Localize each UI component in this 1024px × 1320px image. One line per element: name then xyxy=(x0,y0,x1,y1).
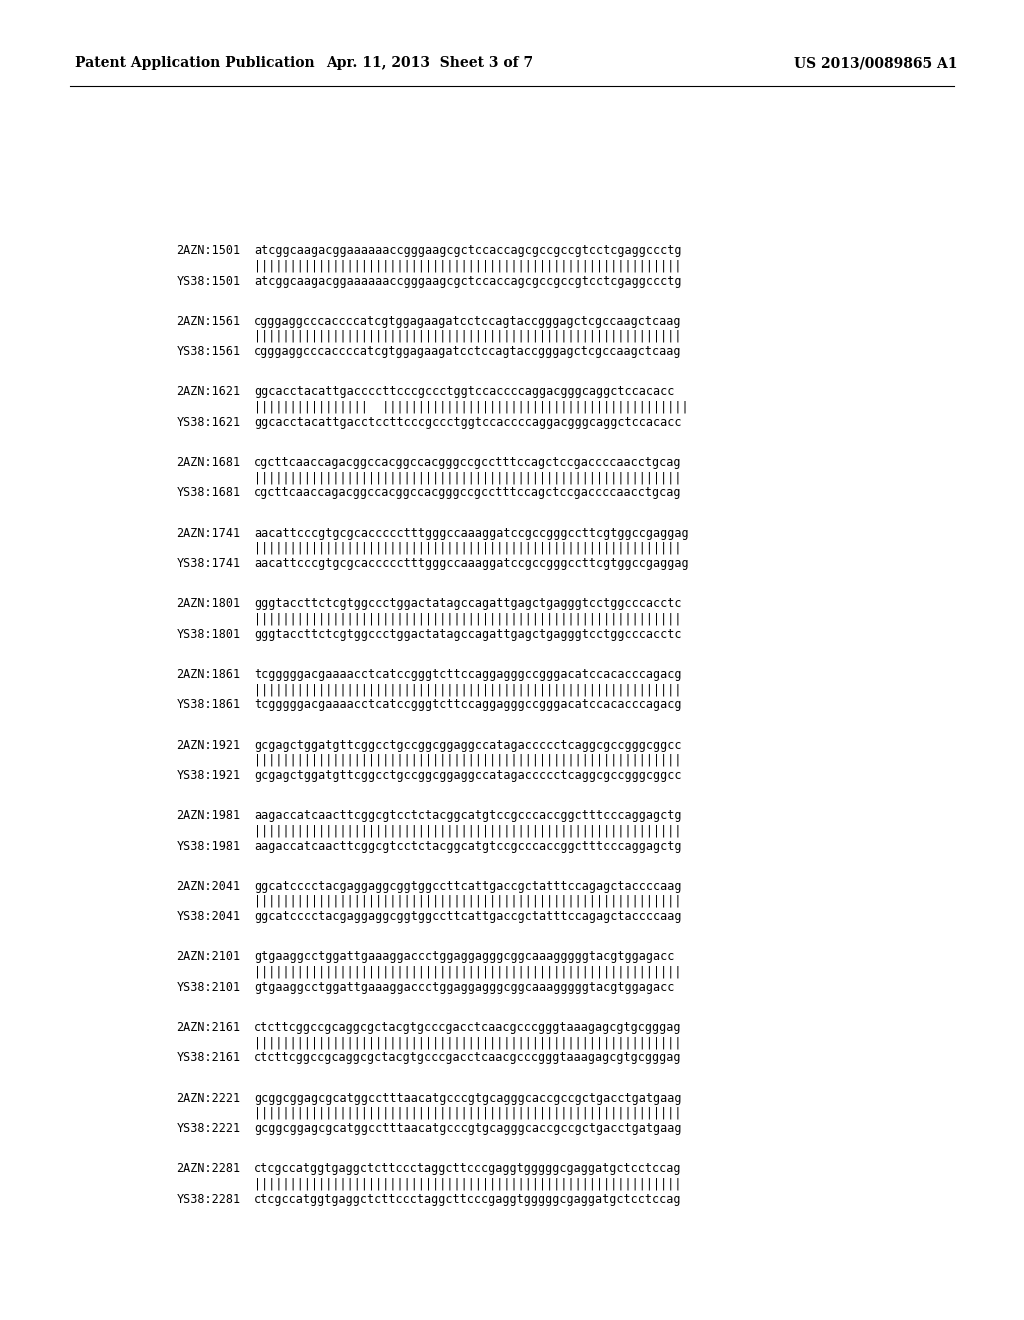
Text: ||||||||||||||||||||||||||||||||||||||||||||||||||||||||||||: ||||||||||||||||||||||||||||||||||||||||… xyxy=(254,1036,681,1049)
Text: 2AZN:1681: 2AZN:1681 xyxy=(176,455,241,469)
Text: YS38:1921: YS38:1921 xyxy=(176,768,241,781)
Text: ggcacctacattgaccccttcccgccctggtccaccccaggacgggcaggctccacacc: ggcacctacattgaccccttcccgccctggtccaccccag… xyxy=(254,385,675,399)
Text: gcgagctggatgttcggcctgccggcggaggccatagaccccctcaggcgccgggcggcc: gcgagctggatgttcggcctgccggcggaggccatagacc… xyxy=(254,768,681,781)
Text: 2AZN:1501: 2AZN:1501 xyxy=(176,244,241,257)
Text: atcggcaagacggaaaaaaccgggaagcgctccaccagcgccgccgtcctcgaggccctg: atcggcaagacggaaaaaaccgggaagcgctccaccagcg… xyxy=(254,244,681,257)
Text: 2AZN:1561: 2AZN:1561 xyxy=(176,314,241,327)
Text: 2AZN:2041: 2AZN:2041 xyxy=(176,879,241,892)
Text: 2AZN:2161: 2AZN:2161 xyxy=(176,1022,241,1034)
Text: 2AZN:1861: 2AZN:1861 xyxy=(176,668,241,681)
Text: YS38:1981: YS38:1981 xyxy=(176,840,241,853)
Text: Patent Application Publication: Patent Application Publication xyxy=(75,57,314,70)
Text: YS38:1561: YS38:1561 xyxy=(176,346,241,358)
Text: aagaccatcaacttcggcgtcctctacggcatgtccgcccaccggctttcccaggagctg: aagaccatcaacttcggcgtcctctacggcatgtccgccc… xyxy=(254,840,681,853)
Text: YS38:1741: YS38:1741 xyxy=(176,557,241,570)
Text: US 2013/0089865 A1: US 2013/0089865 A1 xyxy=(794,57,957,70)
Text: ||||||||||||||||||||||||||||||||||||||||||||||||||||||||||||: ||||||||||||||||||||||||||||||||||||||||… xyxy=(254,260,681,272)
Text: YS38:1861: YS38:1861 xyxy=(176,698,241,711)
Text: tcgggggacgaaaacctcatccgggtcttccaggagggccgggacatccacacccagacg: tcgggggacgaaaacctcatccgggtcttccaggagggcc… xyxy=(254,698,681,711)
Text: ctcgccatggtgaggctcttccctaggcttcccgaggtgggggcgaggatgctcctccag: ctcgccatggtgaggctcttccctaggcttcccgaggtgg… xyxy=(254,1162,681,1175)
Text: ||||||||||||||||||||||||||||||||||||||||||||||||||||||||||||: ||||||||||||||||||||||||||||||||||||||||… xyxy=(254,824,681,837)
Text: aacattcccgtgcgcaccccctttgggccaaaggatccgccgggccttcgtggccgaggag: aacattcccgtgcgcaccccctttgggccaaaggatccgc… xyxy=(254,557,688,570)
Text: ||||||||||||||||||||||||||||||||||||||||||||||||||||||||||||: ||||||||||||||||||||||||||||||||||||||||… xyxy=(254,541,681,554)
Text: ||||||||||||||||||||||||||||||||||||||||||||||||||||||||||||: ||||||||||||||||||||||||||||||||||||||||… xyxy=(254,471,681,484)
Text: YS38:1801: YS38:1801 xyxy=(176,627,241,640)
Text: Apr. 11, 2013  Sheet 3 of 7: Apr. 11, 2013 Sheet 3 of 7 xyxy=(327,57,534,70)
Text: gcggcggagcgcatggcctttaacatgcccgtgcagggcaccgccgctgacctgatgaag: gcggcggagcgcatggcctttaacatgcccgtgcagggca… xyxy=(254,1092,681,1105)
Text: gcgagctggatgttcggcctgccggcggaggccatagaccccctcaggcgccgggcggcc: gcgagctggatgttcggcctgccggcggaggccatagacc… xyxy=(254,739,681,751)
Text: 2AZN:2101: 2AZN:2101 xyxy=(176,950,241,964)
Text: ggcacctacattgacctccttcccgccctggtccaccccaggacgggcaggctccacacc: ggcacctacattgacctccttcccgccctggtccacccca… xyxy=(254,416,681,429)
Text: 2AZN:1741: 2AZN:1741 xyxy=(176,527,241,540)
Text: YS38:2041: YS38:2041 xyxy=(176,911,241,923)
Text: ||||||||||||||||  |||||||||||||||||||||||||||||||||||||||||||: |||||||||||||||| |||||||||||||||||||||||… xyxy=(254,401,688,413)
Text: 2AZN:1801: 2AZN:1801 xyxy=(176,597,241,610)
Text: gggtaccttctcgtggccctggactatagccagattgagctgagggtcctggcccacctc: gggtaccttctcgtggccctggactatagccagattgagc… xyxy=(254,597,681,610)
Text: ||||||||||||||||||||||||||||||||||||||||||||||||||||||||||||: ||||||||||||||||||||||||||||||||||||||||… xyxy=(254,684,681,696)
Text: ggcatcccctacgaggaggcggtggccttcattgaccgctatttccagagctaccccaag: ggcatcccctacgaggaggcggtggccttcattgaccgct… xyxy=(254,879,681,892)
Text: cgggaggcccaccccatcgtggagaagatcctccagtaccgggagctcgccaagctcaag: cgggaggcccaccccatcgtggagaagatcctccagtacc… xyxy=(254,314,681,327)
Text: cgcttcaaccagacggccacggccacgggccgcctttccagctccgaccccaacctgcag: cgcttcaaccagacggccacggccacgggccgcctttcca… xyxy=(254,487,681,499)
Text: YS38:2221: YS38:2221 xyxy=(176,1122,241,1135)
Text: gcggcggagcgcatggcctttaacatgcccgtgcagggcaccgccgctgacctgatgaag: gcggcggagcgcatggcctttaacatgcccgtgcagggca… xyxy=(254,1122,681,1135)
Text: YS38:2101: YS38:2101 xyxy=(176,981,241,994)
Text: YS38:2161: YS38:2161 xyxy=(176,1051,241,1064)
Text: 2AZN:2221: 2AZN:2221 xyxy=(176,1092,241,1105)
Text: gggtaccttctcgtggccctggactatagccagattgagctgagggtcctggcccacctc: gggtaccttctcgtggccctggactatagccagattgagc… xyxy=(254,627,681,640)
Text: ||||||||||||||||||||||||||||||||||||||||||||||||||||||||||||: ||||||||||||||||||||||||||||||||||||||||… xyxy=(254,895,681,908)
Text: atcggcaagacggaaaaaaccgggaagcgctccaccagcgccgccgtcctcgaggccctg: atcggcaagacggaaaaaaccgggaagcgctccaccagcg… xyxy=(254,275,681,288)
Text: ||||||||||||||||||||||||||||||||||||||||||||||||||||||||||||: ||||||||||||||||||||||||||||||||||||||||… xyxy=(254,1177,681,1191)
Text: ||||||||||||||||||||||||||||||||||||||||||||||||||||||||||||: ||||||||||||||||||||||||||||||||||||||||… xyxy=(254,754,681,767)
Text: YS38:1681: YS38:1681 xyxy=(176,487,241,499)
Text: ctcttcggccgcaggcgctacgtgcccgacctcaacgcccgggtaaagagcgtgcgggag: ctcttcggccgcaggcgctacgtgcccgacctcaacgccc… xyxy=(254,1051,681,1064)
Text: ||||||||||||||||||||||||||||||||||||||||||||||||||||||||||||: ||||||||||||||||||||||||||||||||||||||||… xyxy=(254,966,681,978)
Text: 2AZN:1981: 2AZN:1981 xyxy=(176,809,241,822)
Text: tcgggggacgaaaacctcatccgggtcttccaggagggccgggacatccacacccagacg: tcgggggacgaaaacctcatccgggtcttccaggagggcc… xyxy=(254,668,681,681)
Text: ctcttcggccgcaggcgctacgtgcccgacctcaacgcccgggtaaagagcgtgcgggag: ctcttcggccgcaggcgctacgtgcccgacctcaacgccc… xyxy=(254,1022,681,1034)
Text: gtgaaggcctggattgaaaggaccctggaggagggcggcaaagggggtacgtggagacc: gtgaaggcctggattgaaaggaccctggaggagggcggca… xyxy=(254,950,675,964)
Text: YS38:1621: YS38:1621 xyxy=(176,416,241,429)
Text: aagaccatcaacttcggcgtcctctacggcatgtccgcccaccggctttcccaggagctg: aagaccatcaacttcggcgtcctctacggcatgtccgccc… xyxy=(254,809,681,822)
Text: ||||||||||||||||||||||||||||||||||||||||||||||||||||||||||||: ||||||||||||||||||||||||||||||||||||||||… xyxy=(254,330,681,343)
Text: ||||||||||||||||||||||||||||||||||||||||||||||||||||||||||||: ||||||||||||||||||||||||||||||||||||||||… xyxy=(254,1107,681,1119)
Text: 2AZN:1921: 2AZN:1921 xyxy=(176,739,241,751)
Text: YS38:2281: YS38:2281 xyxy=(176,1193,241,1205)
Text: aacattcccgtgcgcaccccctttgggccaaaggatccgccgggccttcgtggccgaggag: aacattcccgtgcgcaccccctttgggccaaaggatccgc… xyxy=(254,527,688,540)
Text: gtgaaggcctggattgaaaggaccctggaggagggcggcaaagggggtacgtggagacc: gtgaaggcctggattgaaaggaccctggaggagggcggca… xyxy=(254,981,675,994)
Text: ||||||||||||||||||||||||||||||||||||||||||||||||||||||||||||: ||||||||||||||||||||||||||||||||||||||||… xyxy=(254,612,681,626)
Text: ctcgccatggtgaggctcttccctaggcttcccgaggtgggggcgaggatgctcctccag: ctcgccatggtgaggctcttccctaggcttcccgaggtgg… xyxy=(254,1193,681,1205)
Text: 2AZN:2281: 2AZN:2281 xyxy=(176,1162,241,1175)
Text: cgcttcaaccagacggccacggccacgggccgcctttccagctccgaccccaacctgcag: cgcttcaaccagacggccacggccacgggccgcctttcca… xyxy=(254,455,681,469)
Text: cgggaggcccaccccatcgtggagaagatcctccagtaccgggagctcgccaagctcaag: cgggaggcccaccccatcgtggagaagatcctccagtacc… xyxy=(254,346,681,358)
Text: YS38:1501: YS38:1501 xyxy=(176,275,241,288)
Text: ggcatcccctacgaggaggcggtggccttcattgaccgctatttccagagctaccccaag: ggcatcccctacgaggaggcggtggccttcattgaccgct… xyxy=(254,911,681,923)
Text: 2AZN:1621: 2AZN:1621 xyxy=(176,385,241,399)
